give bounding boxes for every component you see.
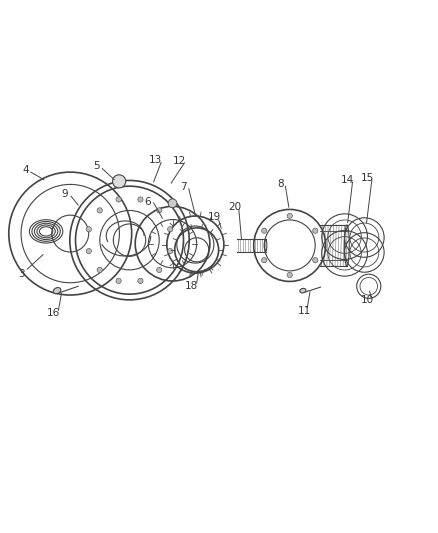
- Text: 12: 12: [172, 156, 185, 166]
- Text: 11: 11: [297, 306, 310, 316]
- Text: 14: 14: [340, 175, 353, 185]
- Circle shape: [286, 272, 292, 278]
- Text: 8: 8: [276, 179, 283, 189]
- Circle shape: [168, 199, 177, 208]
- Circle shape: [261, 257, 266, 263]
- Text: 15: 15: [360, 173, 373, 183]
- Circle shape: [167, 227, 173, 232]
- Circle shape: [116, 197, 121, 202]
- Circle shape: [156, 268, 162, 272]
- Text: 5: 5: [93, 161, 100, 172]
- Circle shape: [86, 248, 91, 254]
- Text: 19: 19: [207, 212, 220, 222]
- Text: 7: 7: [180, 182, 187, 191]
- Circle shape: [112, 175, 125, 188]
- Circle shape: [286, 213, 292, 219]
- Circle shape: [116, 278, 121, 284]
- Circle shape: [167, 248, 173, 254]
- Text: 4: 4: [22, 165, 29, 175]
- Text: 18: 18: [184, 281, 198, 291]
- Ellipse shape: [53, 288, 61, 294]
- Text: 10: 10: [360, 295, 373, 305]
- Text: 16: 16: [47, 309, 60, 319]
- Ellipse shape: [299, 288, 305, 293]
- Circle shape: [97, 268, 102, 272]
- Text: 6: 6: [143, 197, 150, 206]
- Circle shape: [138, 278, 143, 284]
- Text: 9: 9: [61, 189, 68, 199]
- Circle shape: [86, 227, 91, 232]
- Circle shape: [138, 197, 143, 202]
- Circle shape: [261, 228, 266, 233]
- Circle shape: [97, 208, 102, 213]
- Text: 13: 13: [148, 155, 162, 165]
- Text: 20: 20: [227, 202, 240, 212]
- Text: 3: 3: [18, 269, 25, 279]
- Circle shape: [312, 257, 317, 263]
- Circle shape: [312, 228, 317, 233]
- Circle shape: [156, 208, 162, 213]
